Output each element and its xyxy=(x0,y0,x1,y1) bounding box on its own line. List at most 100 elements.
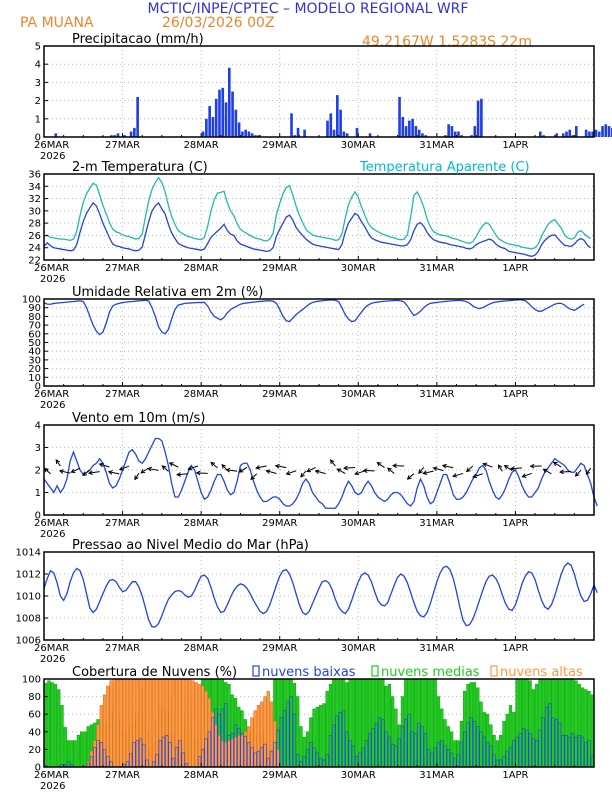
panel-title: Umidade Relativa em 2m (%) xyxy=(72,285,263,300)
precip-bar xyxy=(235,110,238,137)
precip-bar xyxy=(402,117,405,137)
x-tick-label: 27MAR xyxy=(105,770,140,781)
cloud-mid-bar xyxy=(385,686,388,767)
cloud-high-bar xyxy=(244,732,247,767)
x-year-label: 2026 xyxy=(40,274,65,285)
precip-bar xyxy=(418,130,421,137)
cloud-high-bar xyxy=(273,721,276,767)
cloud-mid-bar xyxy=(391,697,394,767)
cloud-mid-bar xyxy=(352,679,355,767)
x-tick-label: 28MAR xyxy=(184,263,219,274)
y-tick-label: 80 xyxy=(28,692,41,703)
cloud-high-bar xyxy=(211,712,214,767)
series-line-pressao-ao-nivel-medio-do-mar-hpa xyxy=(44,563,597,627)
cloud-high-bar xyxy=(113,679,116,767)
x-tick-label: 31MAR xyxy=(419,263,454,274)
cloud-mid-bar xyxy=(555,679,558,767)
cloud-mid-bar xyxy=(552,679,555,767)
precip-bar xyxy=(336,95,339,137)
x-tick-label: 27MAR xyxy=(105,263,140,274)
cloud-high-bar xyxy=(188,679,191,767)
precip-bar xyxy=(303,130,306,137)
panel-title: Cobertura de Nuvens (%) xyxy=(72,665,237,680)
cloud-mid-bar xyxy=(303,737,306,767)
cloud-mid-bar xyxy=(454,741,457,767)
cloud-mid-bar xyxy=(51,683,54,767)
cloud-high-bar xyxy=(120,679,123,767)
series-line-temperatura-aparente-c xyxy=(44,178,591,249)
cloud-mid-bar xyxy=(503,721,506,767)
x-tick-label: 1APR xyxy=(502,518,528,529)
precip-bar xyxy=(231,92,234,138)
precip-bar xyxy=(215,99,218,137)
precip-bar xyxy=(133,128,136,137)
cloud-mid-bar xyxy=(529,681,532,767)
precip-bar xyxy=(411,119,414,137)
precip-bar xyxy=(212,117,215,137)
cloud-mid-bar xyxy=(476,688,479,767)
cloud-mid-bar xyxy=(578,684,581,767)
y-tick-label: 3 xyxy=(35,78,41,89)
cloud-mid-bar xyxy=(535,684,538,767)
cloud-mid-bar xyxy=(316,707,319,767)
precip-bar xyxy=(447,124,450,137)
x-tick-label: 29MAR xyxy=(262,140,297,151)
series-line-umidade-relativa-em-2m xyxy=(44,300,584,335)
cloud-high-bar xyxy=(146,679,149,767)
precip-bar xyxy=(568,130,571,137)
header-run: 26/03/2026 00Z xyxy=(162,15,275,31)
cloud-mid-bar xyxy=(506,714,509,767)
cloud-mid-bar xyxy=(336,679,339,767)
x-tick-label: 30MAR xyxy=(341,770,376,781)
cloud-high-bar xyxy=(179,679,182,767)
cloud-mid-bar xyxy=(64,727,67,767)
x-tick-label: 31MAR xyxy=(419,770,454,781)
precip-bar xyxy=(208,106,211,137)
cloud-mid-bar xyxy=(457,741,460,767)
legend-high-clouds: nuvens altas xyxy=(500,665,583,680)
precip-bar xyxy=(398,97,401,137)
cloud-high-bar xyxy=(100,705,103,767)
cloud-mid-bar xyxy=(365,679,368,767)
cloud-high-bar xyxy=(175,679,178,767)
cloud-high-bar xyxy=(251,718,254,767)
cloud-high-bar xyxy=(110,681,113,767)
cloud-high-bar xyxy=(103,695,106,767)
cloud-high-bar xyxy=(264,697,267,767)
cloud-mid-bar xyxy=(313,709,316,767)
x-tick-label: 1APR xyxy=(502,263,528,274)
x-year-label: 2026 xyxy=(40,151,65,162)
y-tick-label: 26 xyxy=(28,231,41,242)
x-tick-label: 28MAR xyxy=(184,643,219,654)
cloud-mid-bar xyxy=(300,727,303,767)
x-tick-label: 26MAR xyxy=(34,140,69,151)
cloud-mid-bar xyxy=(486,714,489,767)
cloud-high-bar xyxy=(126,679,129,767)
x-tick-label: 28MAR xyxy=(184,770,219,781)
x-tick-label: 1APR xyxy=(502,389,528,400)
cloud-mid-bar xyxy=(329,684,332,767)
cloud-high-bar xyxy=(247,727,250,767)
cloud-high-bar xyxy=(277,749,280,767)
y-tick-label: 32 xyxy=(28,194,41,205)
cloud-high-bar xyxy=(143,679,146,767)
cloud-mid-bar xyxy=(440,709,443,767)
x-tick-label: 31MAR xyxy=(419,643,454,654)
cloud-mid-bar xyxy=(290,679,293,767)
y-tick-label: 2 xyxy=(35,96,41,107)
cloud-high-bar xyxy=(172,679,175,767)
cloud-mid-bar xyxy=(404,679,407,767)
y-tick-label: 36 xyxy=(28,170,41,181)
precip-bar xyxy=(326,121,329,137)
x-tick-label: 30MAR xyxy=(341,263,376,274)
cloud-mid-bar xyxy=(362,679,365,767)
x-tick-label: 30MAR xyxy=(341,643,376,654)
cloud-mid-bar xyxy=(293,683,296,767)
cloud-mid-bar xyxy=(339,679,342,767)
cloud-mid-bar xyxy=(483,712,486,767)
cloud-mid-bar xyxy=(542,679,545,767)
y-tick-label: 1 xyxy=(35,488,41,499)
panel-title: 2-m Temperatura (C) xyxy=(72,160,208,175)
y-tick-label: 34 xyxy=(28,182,41,193)
